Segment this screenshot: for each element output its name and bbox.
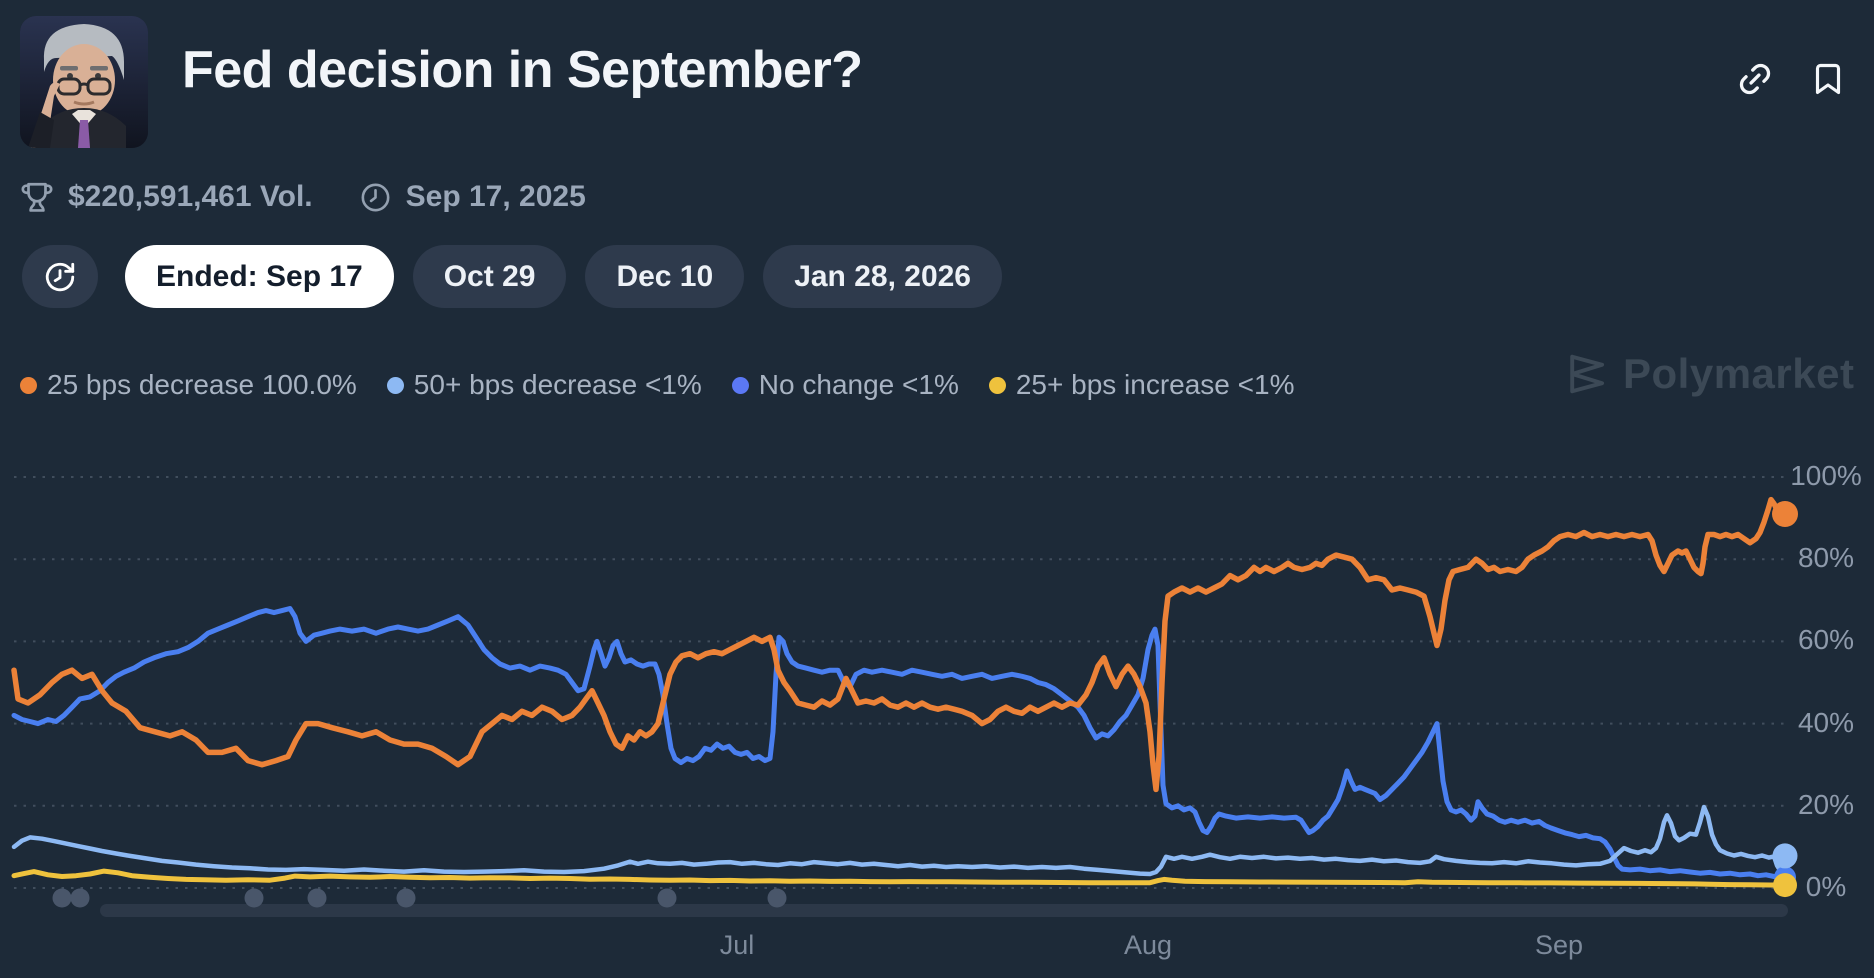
powell-portrait bbox=[20, 16, 148, 148]
link-icon[interactable] bbox=[1736, 60, 1774, 98]
tab-dec-10[interactable]: Dec 10 bbox=[585, 245, 745, 308]
series-end-dot bbox=[1773, 873, 1797, 898]
event-marker-dot[interactable] bbox=[70, 888, 90, 908]
event-marker-dot[interactable] bbox=[244, 888, 264, 908]
event-marker-dot[interactable] bbox=[657, 888, 677, 908]
series-line-50-bps-decrease bbox=[11, 804, 1788, 877]
y-axis-label: 60% bbox=[1797, 624, 1855, 656]
series-end-dot bbox=[1772, 843, 1798, 869]
legend-dot-icon bbox=[731, 376, 749, 394]
series-end-dot bbox=[1772, 501, 1798, 527]
legend-dot-icon bbox=[386, 376, 404, 394]
y-axis-label: 40% bbox=[1797, 706, 1855, 738]
x-axis-label: Sep bbox=[1534, 930, 1584, 960]
trophy-icon bbox=[21, 182, 53, 212]
market-avatar bbox=[20, 16, 148, 148]
bookmark-icon[interactable] bbox=[1810, 60, 1846, 98]
series-line-no-change bbox=[11, 606, 1788, 881]
series-line-25-bps-increase bbox=[11, 868, 1788, 888]
event-marker-dot[interactable] bbox=[767, 888, 787, 908]
legend-dot-icon bbox=[988, 376, 1006, 394]
tab-jan-28-2026[interactable]: Jan 28, 2026 bbox=[763, 245, 1002, 308]
page-title: Fed decision in September? bbox=[182, 41, 863, 99]
legend-item-25bps-decrease[interactable]: 25 bps decrease 100.0% bbox=[20, 369, 357, 401]
clock-icon bbox=[361, 183, 390, 211]
history-button[interactable] bbox=[22, 245, 98, 308]
clock-history-icon bbox=[45, 262, 75, 291]
tab-ended-sep-17[interactable]: Ended: Sep 17 bbox=[125, 245, 394, 308]
x-axis-label: Aug bbox=[1123, 930, 1173, 960]
end-date-text: Sep 17, 2025 bbox=[405, 180, 586, 213]
timeline-scrollbar[interactable] bbox=[100, 904, 1788, 917]
volume-text: $220,591,461 Vol. bbox=[68, 180, 313, 213]
watermark-text: Polymarket bbox=[1623, 350, 1855, 397]
y-axis-label: 0% bbox=[1805, 871, 1847, 902]
series-line-25-bps-decrease bbox=[11, 496, 1788, 793]
polymarket-logo-icon bbox=[1570, 354, 1605, 394]
timeline-tabs: Ended: Sep 17 Oct 29 Dec 10 Jan 28, 2026 bbox=[22, 245, 1002, 308]
market-meta: $220,591,461 Vol. Sep 17, 2025 bbox=[20, 178, 586, 216]
legend-dot-icon bbox=[20, 376, 37, 394]
legend-item-no-change[interactable]: No change <1% bbox=[731, 369, 959, 401]
y-axis-label: 100% bbox=[1790, 460, 1862, 491]
legend-item-50bps-decrease[interactable]: 50+ bps decrease <1% bbox=[386, 369, 702, 401]
event-marker-dot[interactable] bbox=[52, 888, 72, 908]
legend-item-25bps-increase[interactable]: 25+ bps increase <1% bbox=[988, 369, 1295, 401]
event-marker-dot[interactable] bbox=[307, 888, 327, 908]
event-marker-dot[interactable] bbox=[396, 888, 416, 908]
chart-legend: 25 bps decrease 100.0% 50+ bps decrease … bbox=[20, 366, 1295, 404]
polymarket-watermark: Polymarket bbox=[1563, 350, 1854, 398]
y-axis-label: 20% bbox=[1797, 788, 1855, 820]
y-axis-label: 80% bbox=[1797, 542, 1855, 574]
x-axis-label: Jul bbox=[719, 930, 755, 960]
tab-oct-29[interactable]: Oct 29 bbox=[412, 245, 567, 308]
